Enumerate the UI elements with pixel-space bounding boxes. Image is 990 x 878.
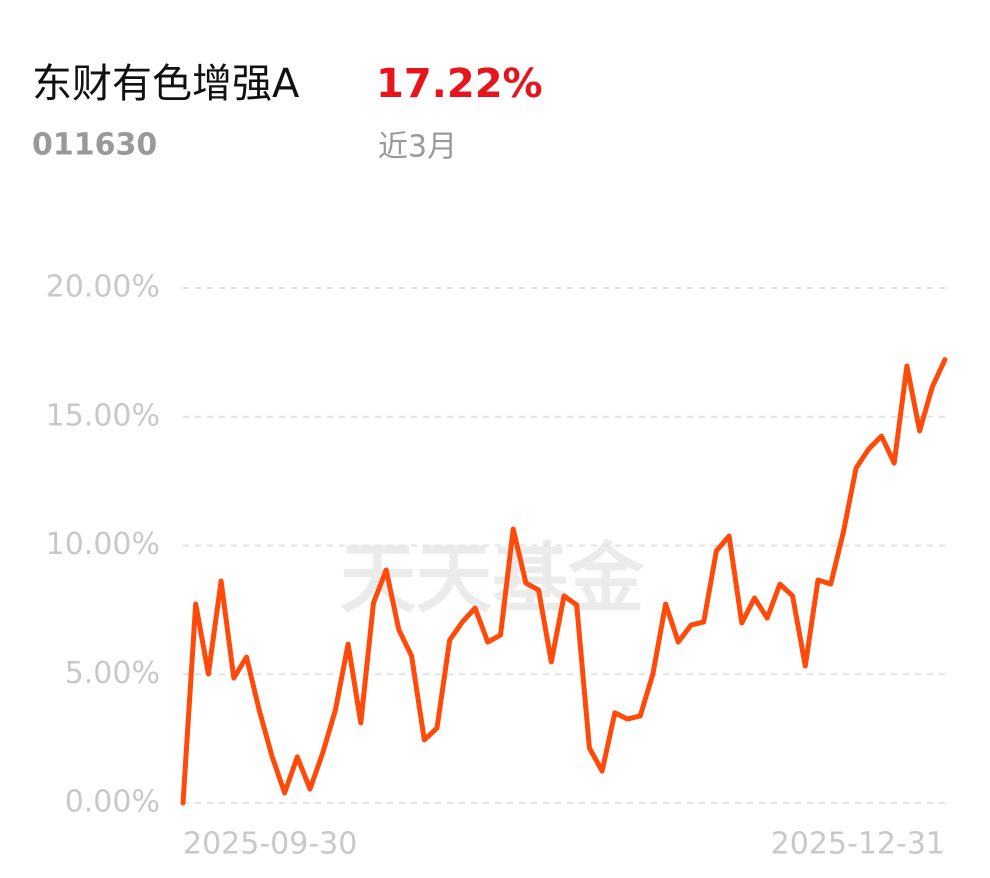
y-tick-label: 10.00%: [46, 527, 160, 562]
change: 17.22%: [376, 61, 543, 107]
series-line: [180, 357, 948, 806]
y-tick-label: 0.00%: [65, 785, 160, 820]
watermark: 天天基金: [340, 534, 645, 623]
x-tick-label: 2025-09-30: [183, 827, 357, 862]
fund-name: 东财有色增强A: [32, 61, 300, 107]
period: 近3月: [378, 130, 457, 165]
x-tick-label: 2025-12-31: [771, 827, 945, 862]
y-tick-label: 5.00%: [65, 656, 160, 691]
y-tick-label: 20.00%: [46, 270, 160, 305]
y-tick-label: 15.00%: [46, 398, 160, 433]
fund-code: 011630: [32, 128, 157, 163]
